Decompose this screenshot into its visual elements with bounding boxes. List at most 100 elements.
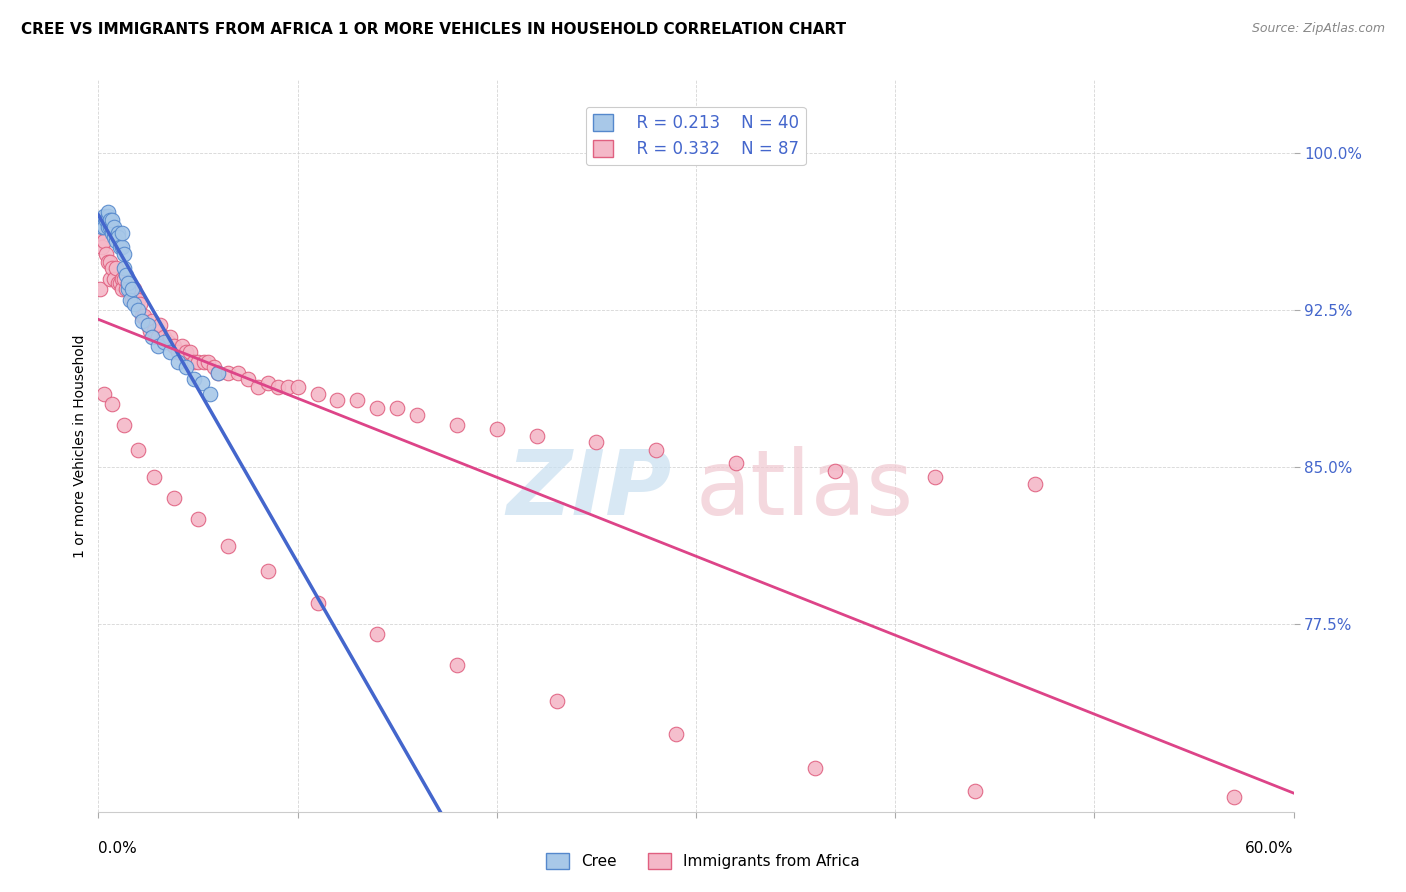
Point: [256, 376, 278, 391]
Text: 0.0%: 0.0%: [98, 841, 138, 856]
Point: [111, 272, 134, 286]
Point: [485, 422, 508, 436]
Point: [115, 268, 138, 282]
Point: [143, 324, 166, 338]
Point: [121, 282, 143, 296]
Point: [167, 355, 190, 369]
Point: [101, 213, 124, 227]
Point: [804, 761, 827, 775]
Point: [277, 380, 299, 394]
Point: [217, 539, 239, 553]
Text: 60.0%: 60.0%: [1246, 841, 1294, 856]
Point: [724, 456, 747, 470]
Point: [131, 313, 153, 327]
Point: [125, 297, 148, 311]
Legend:   R = 0.213    N = 40,   R = 0.332    N = 87: R = 0.213 N = 40, R = 0.332 N = 87: [586, 107, 806, 165]
Point: [91, 219, 114, 234]
Point: [217, 366, 239, 380]
Point: [1223, 790, 1246, 805]
Point: [172, 339, 194, 353]
Point: [89, 282, 111, 296]
Point: [117, 276, 139, 290]
Point: [111, 240, 134, 254]
Point: [149, 318, 172, 332]
Point: [96, 213, 118, 227]
Point: [124, 297, 146, 311]
Point: [136, 318, 159, 332]
Point: [585, 434, 607, 449]
Point: [183, 355, 205, 369]
Point: [107, 230, 129, 244]
Point: [107, 226, 129, 240]
Point: [97, 219, 120, 234]
Point: [127, 293, 149, 307]
Point: [153, 334, 176, 349]
Point: [157, 334, 180, 349]
Point: [97, 255, 120, 269]
Point: [129, 297, 152, 311]
Point: [307, 596, 329, 610]
Point: [385, 401, 409, 416]
Point: [179, 345, 201, 359]
Point: [246, 380, 269, 394]
Point: [366, 401, 388, 416]
Point: [97, 205, 120, 219]
Point: [287, 380, 309, 394]
Point: [97, 209, 120, 223]
Text: CREE VS IMMIGRANTS FROM AFRICA 1 OR MORE VEHICLES IN HOUSEHOLD CORRELATION CHART: CREE VS IMMIGRANTS FROM AFRICA 1 OR MORE…: [21, 22, 846, 37]
Point: [159, 345, 181, 359]
Point: [197, 355, 219, 369]
Point: [236, 372, 259, 386]
Point: [98, 213, 122, 227]
Point: [174, 359, 197, 374]
Point: [1024, 476, 1046, 491]
Point: [202, 359, 225, 374]
Point: [187, 355, 209, 369]
Point: [307, 386, 329, 401]
Point: [143, 470, 166, 484]
Point: [131, 310, 153, 324]
Point: [91, 240, 114, 254]
Point: [115, 282, 138, 296]
Point: [163, 339, 186, 353]
Point: [207, 366, 229, 380]
Text: atlas: atlas: [696, 446, 914, 534]
Point: [924, 470, 946, 484]
Point: [193, 355, 215, 369]
Point: [141, 330, 163, 344]
Point: [134, 310, 156, 324]
Point: [110, 240, 132, 254]
Point: [120, 282, 142, 296]
Point: [406, 408, 429, 422]
Point: [963, 784, 986, 798]
Point: [198, 386, 221, 401]
Point: [187, 512, 209, 526]
Point: [645, 443, 668, 458]
Point: [148, 330, 170, 344]
Point: [163, 491, 186, 506]
Point: [136, 318, 159, 332]
Point: [207, 366, 229, 380]
Point: [93, 219, 115, 234]
Point: [98, 219, 122, 234]
Point: [183, 372, 205, 386]
Point: [141, 313, 163, 327]
Point: [665, 727, 688, 741]
Point: [256, 565, 278, 579]
Point: [93, 209, 115, 223]
Point: [103, 272, 125, 286]
Point: [96, 246, 118, 260]
Point: [174, 345, 197, 359]
Point: [191, 376, 214, 391]
Point: [111, 282, 134, 296]
Text: Source: ZipAtlas.com: Source: ZipAtlas.com: [1251, 22, 1385, 36]
Point: [98, 272, 122, 286]
Point: [93, 386, 115, 401]
Point: [526, 428, 548, 442]
Point: [124, 288, 146, 302]
Point: [117, 276, 139, 290]
Point: [139, 324, 162, 338]
Point: [98, 255, 122, 269]
Point: [112, 418, 135, 433]
Point: [446, 658, 468, 673]
